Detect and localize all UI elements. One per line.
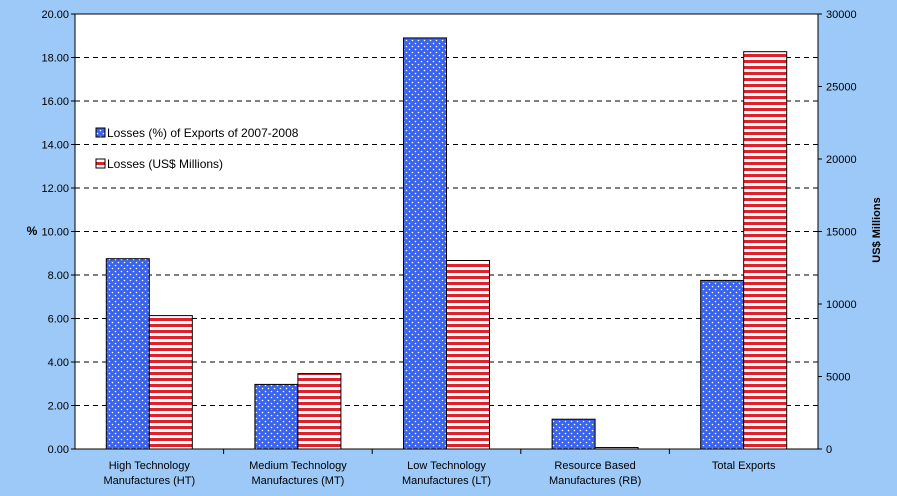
y-right-tick-label: 20000 xyxy=(826,154,857,166)
bar-losses-usd xyxy=(743,51,788,450)
y-left-tick-label: 2.00 xyxy=(48,401,69,413)
x-tick-label: Manufactures (HT) xyxy=(103,475,195,487)
y-left-tick-label: 20.00 xyxy=(41,9,69,21)
y-left-tick-label: 4.00 xyxy=(48,357,69,369)
y-left-tick-label: 0.00 xyxy=(48,444,69,456)
x-tick-label: Manufactures (RB) xyxy=(549,475,641,487)
left-axis: 0.00 2.00 4.00 6.00 8.00 10.00 12.00 14.00 16.00… xyxy=(41,9,75,456)
bar-losses-usd xyxy=(297,373,342,450)
y-right-tick-label: 15000 xyxy=(826,227,857,239)
y-left-tick-label: 12.00 xyxy=(41,183,69,195)
legend-swatch xyxy=(95,158,106,169)
y-right-tick-label: 5000 xyxy=(826,372,850,384)
y-left-axis-label: % xyxy=(27,224,38,238)
legend: Losses (%) of Exports of 2007-2008 Losses… xyxy=(95,126,299,171)
bar-losses-percent xyxy=(700,279,745,450)
bars xyxy=(105,37,788,454)
y-left-tick-label: 8.00 xyxy=(48,270,69,282)
x-tick-label: Manufactures (LT) xyxy=(402,475,491,487)
bar-losses-usd xyxy=(446,260,490,450)
x-tick-label: Manufactures (MT) xyxy=(251,475,344,487)
x-tick-label: Medium Technology xyxy=(249,460,347,472)
legend-swatch xyxy=(95,127,106,138)
right-axis: 0 5000 10000 15000 20000 25000 30000 xyxy=(818,9,857,456)
y-right-tick-label: 10000 xyxy=(826,299,857,311)
bar-losses-percent xyxy=(403,37,447,450)
legend-label: Losses (US$ Millions) xyxy=(107,157,223,171)
y-left-tick-label: 10.00 xyxy=(41,227,69,239)
bar-losses-usd xyxy=(594,447,639,450)
y-left-tick-label: 18.00 xyxy=(41,53,69,65)
y-left-tick-label: 14.00 xyxy=(41,140,69,152)
y-right-axis-label: US$ Millions xyxy=(871,197,883,262)
bar-losses-usd xyxy=(148,315,193,450)
bar-losses-percent xyxy=(254,383,299,450)
x-tick-label: Resource Based xyxy=(554,460,635,472)
y-left-tick-label: 6.00 xyxy=(48,314,69,326)
y-left-tick-label: 16.00 xyxy=(41,96,69,108)
bar-losses-percent xyxy=(551,418,596,450)
legend-label: Losses (%) of Exports of 2007-2008 xyxy=(107,126,299,140)
y-right-tick-label: 0 xyxy=(826,444,832,456)
y-right-tick-label: 30000 xyxy=(826,9,857,21)
x-tick-label: High Technology xyxy=(109,460,191,472)
bar-losses-percent xyxy=(105,258,150,450)
x-tick-label: Low Technology xyxy=(407,460,486,472)
x-axis: High Technology Manufactures (HT) Medium T… xyxy=(103,460,776,487)
y-right-tick-label: 25000 xyxy=(826,82,857,94)
x-tick-label: Total Exports xyxy=(712,460,776,472)
